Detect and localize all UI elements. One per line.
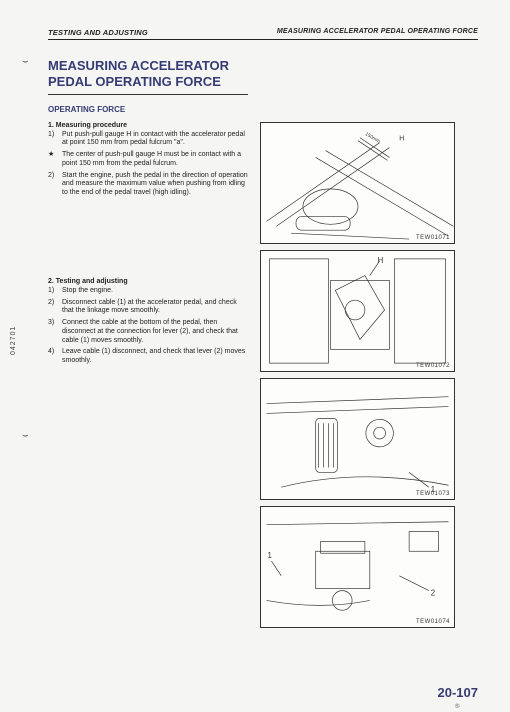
figure-2: H TEW01072 [260, 250, 455, 372]
content-row: 1. Measuring procedure 1) Put push-pull … [48, 122, 478, 628]
header-left: TESTING AND ADJUSTING [48, 28, 148, 37]
list-item: 1) Put push-pull gauge H in contact with… [62, 131, 248, 149]
figure-3: 1 TEW01073 [260, 378, 455, 500]
item-text: Start the engine, push the pedal in the … [62, 172, 248, 197]
section-1-title: Measuring procedure [56, 122, 127, 129]
figure-label: TEW01071 [416, 235, 450, 241]
section-1-list-cont: 2) Start the engine, push the pedal in t… [48, 172, 248, 198]
list-item: 2) Disconnect cable (1) at the accelerat… [62, 299, 248, 317]
section-1-num: 1. [48, 122, 54, 129]
figure-label: TEW01073 [416, 491, 450, 497]
list-item: 4) Leave cable (1) disconnect, and check… [62, 348, 248, 366]
section-2: 2. Testing and adjusting 1) Stop the eng… [48, 278, 248, 366]
title-line-2: PEDAL OPERATING FORCE [48, 74, 221, 89]
figure-column: H 150mm TEW01071 H TEW01072 [260, 122, 478, 628]
item-num: 2) [48, 172, 54, 181]
item-num: 2) [48, 299, 54, 308]
list-item: 2) Start the engine, push the pedal in t… [62, 172, 248, 198]
section-2-head: 2. Testing and adjusting [48, 278, 248, 285]
section-1-head: 1. Measuring procedure [48, 122, 248, 129]
section-2-title: Testing and adjusting [56, 278, 128, 285]
star-item: ★ The center of push-pull gauge H must b… [48, 151, 248, 169]
figure-1: H 150mm TEW01071 [260, 122, 455, 244]
figure-label: TEW01074 [416, 619, 450, 625]
svg-text:150mm: 150mm [364, 131, 381, 144]
section-2-num: 2. [48, 278, 54, 285]
page-number: 20-107 [438, 685, 478, 700]
callout-h: H [399, 135, 404, 142]
figure-label: TEW01072 [416, 363, 450, 369]
margin-tick-icon: ⌣ [22, 430, 29, 441]
svg-text:H: H [378, 255, 384, 264]
list-item: 1) Stop the engine. [62, 287, 248, 296]
header-right: MEASURING ACCELERATOR PEDAL OPERATING FO… [277, 28, 478, 37]
item-num: 4) [48, 348, 54, 357]
item-text: Connect the cable at the bottom of the p… [62, 319, 238, 344]
item-text: Stop the engine. [62, 287, 113, 294]
title-line-1: MEASURING ACCELERATOR [48, 58, 229, 73]
page-header: TESTING AND ADJUSTING MEASURING ACCELERA… [48, 28, 478, 40]
item-text: Leave cable (1) disconnect, and check th… [62, 348, 245, 364]
svg-text:1: 1 [268, 551, 272, 560]
section-2-list: 1) Stop the engine. 2) Disconnect cable … [48, 287, 248, 366]
margin-tick-icon: ⌣ [22, 56, 29, 67]
page-sub: ⑤ [455, 703, 460, 710]
item-num: 3) [48, 319, 54, 328]
item-text: Disconnect cable (1) at the accelerator … [62, 299, 237, 315]
section-1: 1. Measuring procedure 1) Put push-pull … [48, 122, 248, 198]
item-num: 1) [48, 131, 54, 140]
figure-4: 1 2 TEW01074 [260, 506, 455, 628]
list-item: 3) Connect the cable at the bottom of th… [62, 319, 248, 345]
text-column: 1. Measuring procedure 1) Put push-pull … [48, 122, 248, 628]
item-text: The center of push-pull gauge H must be … [62, 151, 241, 167]
item-text: Put push-pull gauge H in contact with th… [62, 131, 245, 147]
section-1-list: 1) Put push-pull gauge H in contact with… [48, 131, 248, 149]
page-title: MEASURING ACCELERATOR PEDAL OPERATING FO… [48, 58, 248, 95]
svg-text:2: 2 [431, 588, 435, 597]
star-icon: ★ [48, 151, 54, 160]
side-code: 042701 [10, 326, 17, 355]
item-num: 1) [48, 287, 54, 296]
section-subtitle: OPERATING FORCE [48, 105, 478, 114]
